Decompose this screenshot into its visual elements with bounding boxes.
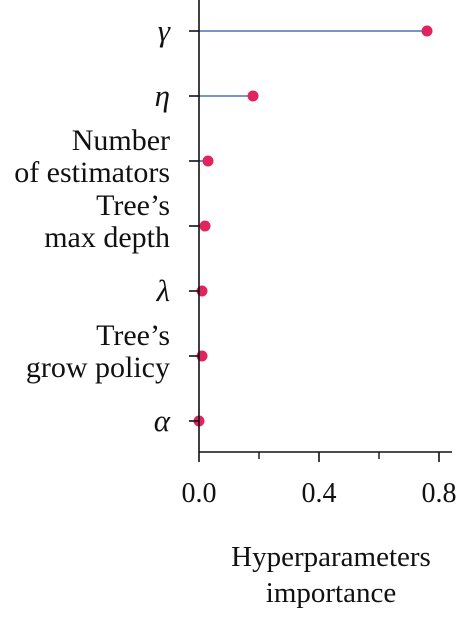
data-point — [202, 155, 214, 167]
x-axis-title-line: importance — [266, 577, 396, 609]
x-axis-title-line: Hyperparameters — [231, 541, 431, 573]
category-label: η — [155, 78, 170, 113]
category-label: Tree’s grow policy — [26, 319, 170, 384]
category-label-line: of estimators — [14, 156, 170, 189]
category-label: Number of estimators — [14, 124, 170, 189]
stems-group — [199, 30, 427, 357]
x-tick-label: 0.8 — [422, 478, 457, 509]
tick-labels-group: 0.0 0.4 0.8 — [182, 478, 457, 509]
category-label-line: Number — [72, 124, 170, 157]
category-label: γ — [158, 13, 171, 48]
data-point — [247, 90, 259, 102]
category-label-line: grow policy — [26, 351, 170, 384]
markers-group — [193, 25, 433, 427]
x-axis-title: Hyperparameters importance — [231, 541, 431, 609]
category-label: α — [154, 403, 171, 438]
category-label-line: max depth — [44, 221, 170, 254]
category-label-line: Tree’s — [96, 189, 170, 222]
data-point — [199, 220, 211, 232]
category-label: λ — [156, 273, 170, 308]
x-tick-label: 0.4 — [302, 478, 337, 509]
category-label-line: Tree’s — [96, 319, 170, 352]
data-point — [421, 25, 433, 37]
x-tick-label: 0.0 — [182, 478, 217, 509]
category-label: Tree’s max depth — [44, 189, 170, 254]
axes-group — [189, 0, 452, 462]
